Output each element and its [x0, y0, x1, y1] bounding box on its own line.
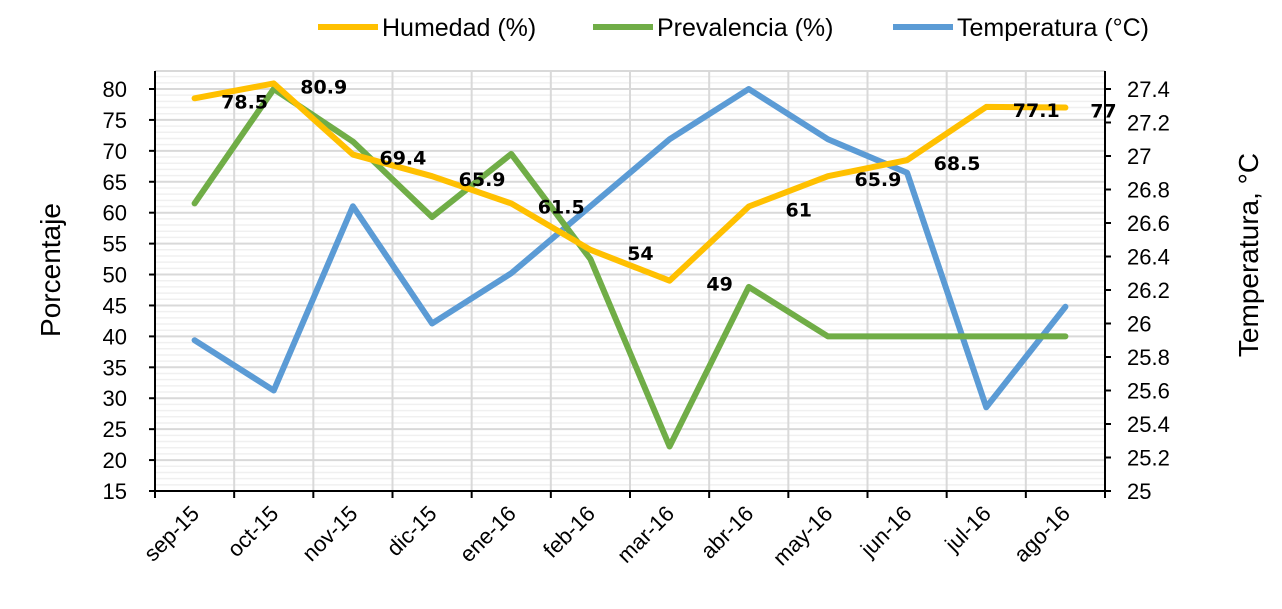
legend-label: Humedad (%) [382, 14, 536, 42]
data-label: 69.4 [379, 148, 426, 170]
data-label: 80.9 [300, 76, 347, 98]
y2-tick-label: 26.6 [1127, 211, 1170, 236]
y-tick-label: 20 [103, 448, 127, 473]
x-tick-label: feb-16 [538, 501, 600, 563]
y-tick-label: 70 [103, 139, 127, 164]
y2-tick-label: 25.4 [1127, 412, 1170, 437]
y2-tick-label: 26.4 [1127, 245, 1170, 270]
x-tick-label: nov-15 [297, 501, 362, 566]
y2-tick-label: 25.8 [1127, 345, 1170, 370]
y-tick-label: 65 [103, 170, 127, 195]
y-tick-label: 35 [103, 355, 127, 380]
y-tick-label: 75 [103, 108, 127, 133]
y-tick-label: 80 [103, 77, 127, 102]
data-label: 68.5 [934, 153, 981, 175]
y2-tick-label: 27.4 [1127, 77, 1170, 102]
y2-tick-label: 27.2 [1127, 111, 1170, 136]
y2-tick-label: 26.2 [1127, 278, 1170, 303]
x-tick-label: jun-16 [855, 501, 917, 563]
x-tick-label: abr-16 [696, 501, 759, 564]
y2-tick-label: 26 [1127, 312, 1151, 337]
data-label: 78.5 [221, 91, 268, 113]
data-label: 61.5 [538, 196, 585, 218]
data-label: 77.1 [1013, 100, 1060, 122]
x-tick-label: oct-15 [222, 501, 283, 562]
y2-axis-title: Temperatura, °C [1233, 153, 1264, 357]
data-label: 54 [627, 243, 653, 265]
legend-label: Prevalencia (%) [657, 14, 833, 42]
y2-tick-label: 25.6 [1127, 379, 1170, 404]
y-tick-label: 50 [103, 263, 127, 288]
y-tick-label: 30 [103, 386, 127, 411]
y-tick-label: 15 [103, 479, 127, 504]
x-tick-label: may-16 [768, 501, 838, 571]
y-tick-label: 60 [103, 201, 127, 226]
data-label: 65.9 [854, 169, 901, 191]
axes: 15 20 25 30 35 40 45 50 55 60 65 70 75 80 25 25.2 25.4 25… [103, 71, 1170, 570]
data-label: 65.9 [459, 169, 506, 191]
y-tick-label: 55 [103, 232, 127, 257]
y-tick-label: 25 [103, 417, 127, 442]
series-lines [191, 80, 1069, 450]
y-tick-label: 40 [103, 324, 127, 349]
y2-tick-label: 26.8 [1127, 178, 1170, 203]
series-line-prevalencia [191, 86, 1069, 450]
x-tick-label: dic-15 [382, 501, 442, 561]
data-label: 61 [786, 200, 812, 222]
y2-tick-label: 27 [1127, 144, 1151, 169]
y2-tick-label: 25 [1127, 479, 1151, 504]
series-line-temperatura [191, 86, 1069, 411]
x-tick-label: mar-16 [612, 501, 679, 568]
x-tick-label: sep-15 [139, 501, 204, 566]
y-axis-title: Porcentaje [35, 203, 66, 337]
gridlines [155, 70, 1106, 492]
data-label: 49 [706, 274, 732, 296]
y-tick-label: 45 [103, 293, 127, 318]
data-label: 77 [1090, 101, 1116, 123]
y2-tick-label: 25.2 [1127, 446, 1170, 471]
x-tick-label: jul-16 [939, 501, 995, 557]
x-tick-label: ago-16 [1009, 501, 1075, 567]
x-tick-label: ene-16 [455, 501, 521, 567]
legend: Humedad (%) Prevalencia (%) Temperatura (°… [318, 14, 1149, 42]
legend-label: Temperatura (°C) [957, 14, 1149, 42]
series-line-humedad [191, 80, 1069, 284]
data-labels: 78.5 80.9 69.4 65.9 61.5 54 49 61 65.9 68.5 77.1 77 [221, 76, 1117, 295]
